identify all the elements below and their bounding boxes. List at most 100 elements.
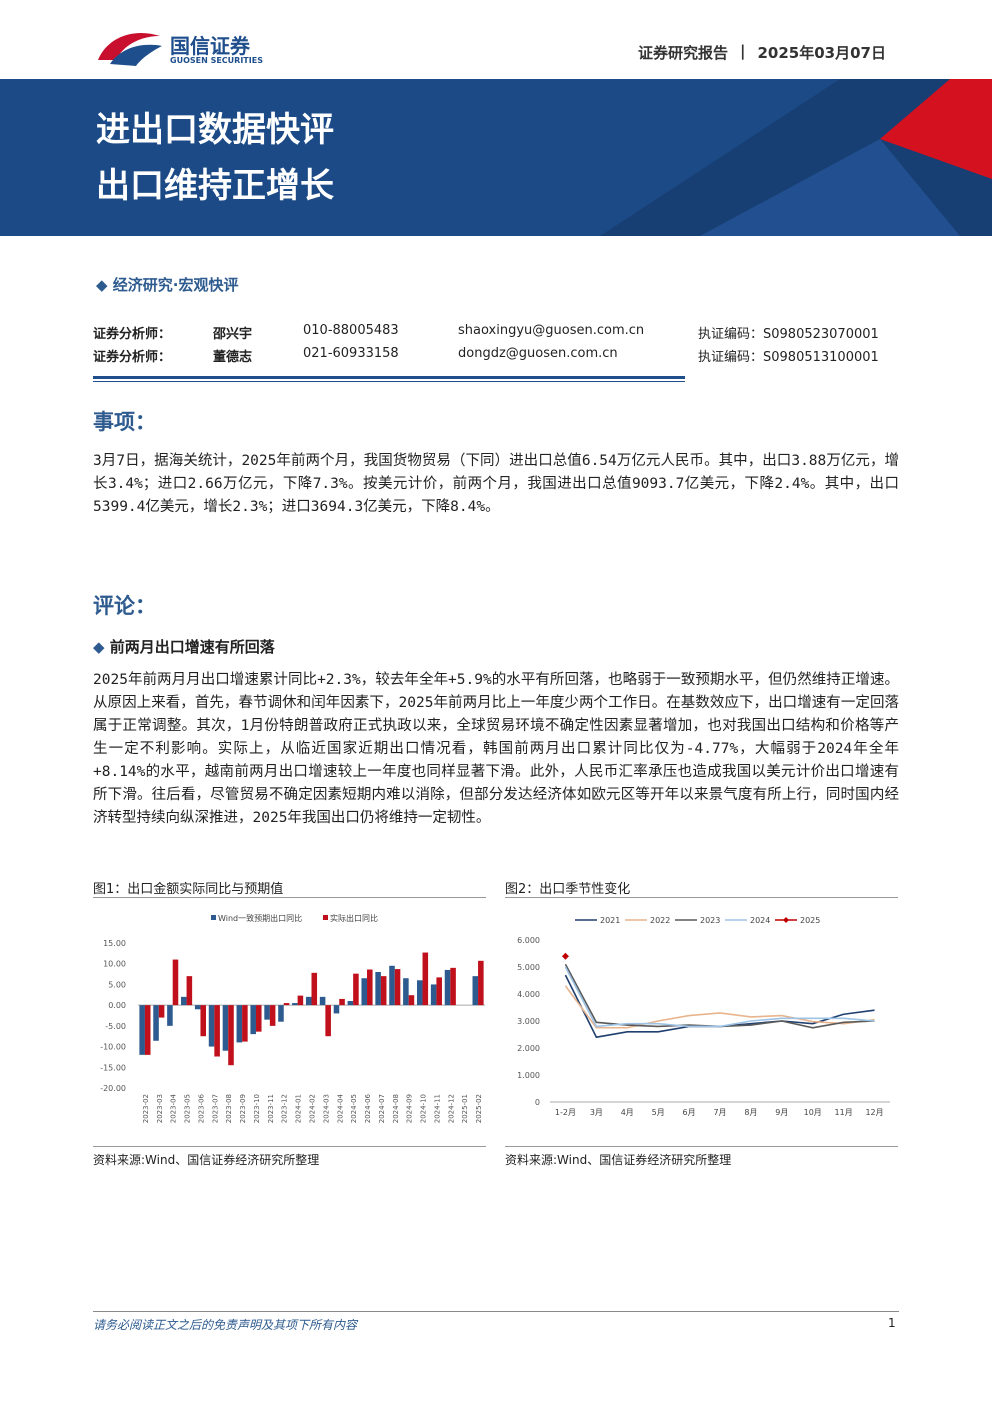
x-tick-label: 2023-07 [211,1094,219,1123]
bar [361,978,368,1006]
cell: 董德志 [213,350,253,365]
rule [93,376,685,379]
y-tick-label: 6.000 [517,936,540,945]
bar [444,969,451,1006]
bar [255,1005,262,1032]
bar [236,1005,243,1043]
y-tick-label: 5.00 [108,980,126,989]
cell: 010-88005483 [303,323,399,338]
legend-label: 实际出口同比 [330,913,378,923]
legend-marker [783,917,789,923]
title-line: 进出口数据快评 [96,110,334,150]
x-tick-label: 6月 [683,1108,696,1117]
cell: 执证编码：S0980513100001 [698,350,879,365]
brand-en: GUOSEN SECURITIES [170,56,263,65]
rule [93,1311,899,1312]
section-heading: 评论： [93,594,156,618]
bar [325,1005,331,1037]
subheading: ◆ 前两月出口增速有所回落 [93,638,275,656]
cell: dongdz@guosen.com.cn [458,346,618,361]
bar [389,965,395,1006]
bar [283,1003,290,1006]
y-tick-label: 4.000 [517,990,540,999]
y-tick-label: -15.00 [100,1063,126,1072]
x-tick-label: 2024-12 [447,1094,455,1123]
x-tick-label: 2024-03 [322,1094,330,1123]
y-tick-label: 3.000 [517,1017,540,1026]
legend-label: 2022 [650,916,670,925]
bar [375,972,381,1006]
x-tick-label: 2024-04 [336,1093,344,1123]
cell: 021-60933158 [303,346,399,361]
bar [194,1005,201,1010]
cell: shaoxingyu@guosen.com.cn [458,323,645,338]
y-tick-label: 5.000 [517,963,540,972]
bar [408,995,415,1006]
subheading-text: 前两月出口增速有所回落 [109,638,275,656]
report-type: 证券研究报告 [638,44,729,62]
x-tick-label: 2024-06 [364,1093,372,1123]
bar [319,996,326,1006]
chart-source: 资料来源:Wind、国信证券经济研究所整理 [93,1153,320,1167]
rule [93,897,486,898]
point-marker [561,952,569,960]
legend-label: 2024 [750,916,770,925]
x-tick-label: 10月 [804,1108,822,1117]
bar [264,1005,270,1020]
cell: 邵兴宇 [213,327,253,342]
x-tick-label: 8月 [744,1108,757,1117]
x-tick-label: 2023-04 [170,1093,178,1123]
x-tick-label: 2023-05 [184,1094,192,1123]
analyst-row: 证券分析师： 邵兴宇 010-88005483 shaoxingyu@guosen.c… [93,323,898,342]
x-tick-label: 2024-07 [378,1094,386,1123]
x-tick-label: 9月 [775,1108,788,1117]
x-tick-label: 2023-09 [239,1094,247,1123]
bar [403,978,409,1006]
x-tick-label: 11月 [835,1108,853,1117]
x-tick-label: 2024-11 [433,1094,441,1123]
paragraph: 3月7日，据海关统计，2025年前两个月，我国货物贸易（下同）进出口总值6.54… [93,453,899,515]
brand-cn: 国信证券 [170,34,250,58]
x-tick-label: 2024-09 [406,1094,414,1123]
chart: -20.00 -15.00 -10.00 -5.00 0.00 5.00 10.00 15.0… [100,913,485,1123]
series-line [564,966,875,1028]
bar [430,984,437,1006]
x-tick-label: 2024-01 [295,1094,303,1123]
chart-title: 图2：出口季节性变化 [505,882,631,897]
legend-label: Wind一致预期出口同比 [218,913,302,923]
bar [278,1005,284,1022]
bar [200,1005,207,1037]
bar [292,1003,298,1006]
x-tick-label: 2023-03 [156,1094,164,1123]
bar [339,998,345,1006]
x-tick-label: 2024-10 [420,1094,428,1123]
y-tick-label: -10.00 [100,1043,126,1052]
bar [139,1005,145,1055]
rule [93,381,685,382]
x-tick-label: 2023-06 [197,1093,205,1123]
rule [505,1146,898,1147]
paragraph: 2025年前两月月出口增速累计同比+2.3%，较去年全年+5.9%的水平有所回落… [93,672,899,826]
bar [311,972,318,1006]
bar [228,1005,234,1066]
y-tick-label: 10.00 [103,960,126,969]
bar [208,1005,215,1047]
legend-swatch [323,915,328,920]
bar [394,969,401,1006]
bar [416,980,423,1006]
bar [380,976,387,1006]
x-tick-label: 2025-01 [461,1094,469,1123]
y-tick-label: 2.000 [517,1044,540,1053]
y-tick-label: -20.00 [100,1084,126,1093]
legend-label: 2023 [700,916,720,925]
series-line [564,985,875,1029]
cell: 证券分析师： [93,350,172,365]
x-tick-label: 2023-10 [253,1094,261,1123]
category: ◆ 经济研究·宏观快评 [96,276,239,294]
bar [153,1005,159,1041]
bar [222,1005,229,1051]
chart: 0 1.000 2.000 3.000 4.000 5.000 6.000 1-2月 3月 4月 5… [517,916,890,1117]
bar [181,996,187,1006]
bar [353,973,359,1006]
